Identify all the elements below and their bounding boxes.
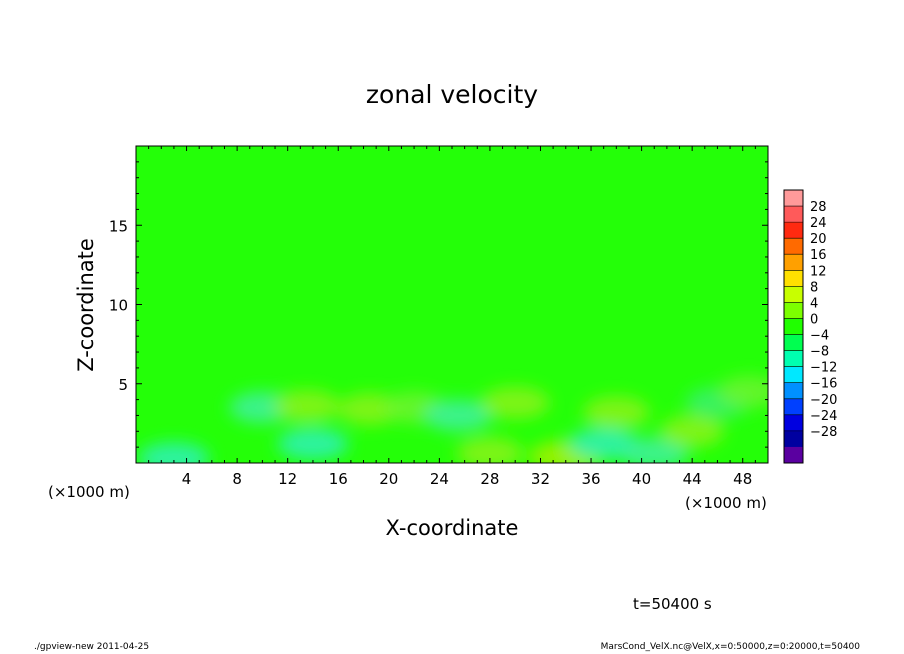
x-tick-label: 36 [581, 470, 600, 488]
anomaly-10 [583, 396, 650, 429]
colorbar-label: 16 [810, 248, 827, 263]
anomaly-layer [138, 375, 768, 463]
colorbar-label: 0 [810, 312, 818, 327]
x-tick-label: 32 [531, 470, 550, 488]
colorbar-swatch [784, 398, 803, 416]
x-axis-title: X-coordinate [386, 516, 519, 540]
anomaly-3 [277, 427, 349, 460]
colorbar-label: −4 [810, 329, 829, 344]
y-tick-label: 15 [109, 217, 128, 235]
colorbar-label: −24 [810, 409, 837, 424]
anomaly-8 [456, 437, 524, 463]
colorbar-swatch [784, 254, 803, 271]
colorbar-swatch [784, 302, 803, 319]
colorbar-label: 24 [810, 216, 827, 231]
x-axis: 4 8 12 16 20 24 28 32 36 40 44 48 [148, 146, 756, 488]
colorbar-swatch [784, 206, 803, 223]
footer-right: MarsCond_VelX.nc@VelX,x=0:50000,z=0:2000… [600, 642, 860, 652]
colorbar-label: −16 [810, 377, 837, 392]
colorbar-swatch [784, 222, 803, 239]
time-label: t=50400 s [633, 595, 712, 613]
anomaly-15 [718, 375, 768, 408]
colorbar-label: −20 [810, 393, 837, 408]
x-tick-label: 16 [329, 470, 348, 488]
anomaly-2 [273, 389, 340, 422]
anomaly-12 [619, 437, 689, 463]
plot-area [136, 146, 768, 463]
chart-title: zonal velocity [366, 80, 538, 109]
anomaly-0 [138, 442, 210, 463]
colorbar-label: 12 [810, 264, 827, 279]
x-tick-label: 28 [480, 470, 499, 488]
anomaly-6 [423, 399, 493, 432]
colorbar-swatch [784, 190, 803, 207]
colorbar-label: −8 [810, 345, 829, 360]
colorbar-swatch [784, 286, 803, 303]
colorbar-frame [783, 189, 804, 464]
x-tick-label: 12 [278, 470, 297, 488]
colorbar-swatch [784, 430, 803, 448]
colorbar-label: 20 [810, 232, 827, 247]
colorbar-label: 28 [810, 200, 827, 215]
colorbar-swatch [784, 270, 803, 287]
colorbar-swatch [784, 350, 803, 367]
y-axis-title: Z-coordinate [74, 238, 98, 372]
colorbar-swatch [784, 382, 803, 400]
x-tick-label: 4 [182, 470, 192, 488]
colorbar-swatch [784, 334, 803, 351]
anomaly-13 [660, 415, 725, 448]
x-tick-label: 40 [632, 470, 651, 488]
colorbar-swatch [784, 318, 803, 335]
x-tick-label: 8 [232, 470, 242, 488]
colorbar-swatch [784, 366, 803, 384]
anomaly-4 [337, 393, 402, 426]
footer-left: ./gpview-new 2011-04-25 [34, 642, 150, 652]
x-tick-label: 20 [379, 470, 398, 488]
colorbar-label: 8 [810, 280, 818, 295]
y-axis: 5 10 15 [109, 161, 768, 448]
y-tick-label: 10 [109, 297, 128, 315]
x-tick-label: 44 [683, 470, 702, 488]
colorbar-swatch [784, 446, 803, 464]
colorbar-label: −12 [810, 361, 837, 376]
colorbar-swatch [784, 414, 803, 432]
x-tick-label: 48 [733, 470, 752, 488]
anomaly-7 [480, 386, 550, 419]
colorbar-label: 4 [810, 296, 818, 311]
colorbar-label: −28 [810, 425, 837, 440]
x-unit-label: (×1000 m) [685, 494, 767, 512]
colorbar-swatch [784, 238, 803, 255]
x-tick-label: 24 [430, 470, 449, 488]
y-unit-label: (×1000 m) [48, 483, 130, 501]
y-tick-label: 5 [118, 376, 128, 394]
